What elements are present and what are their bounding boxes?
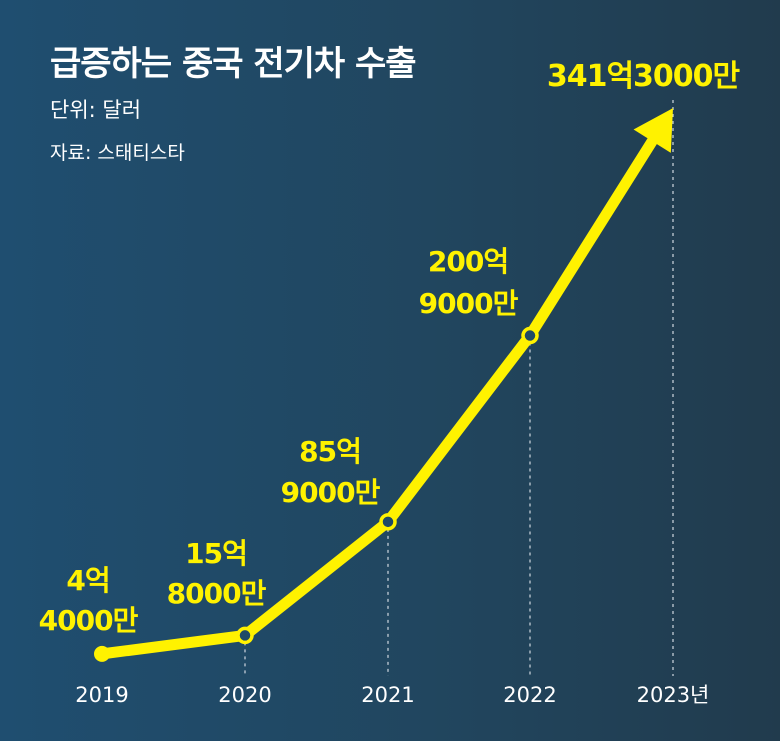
x-tick-label-2020: 2020 — [218, 683, 271, 707]
value-label-2019-line-1: 4억 — [66, 564, 109, 597]
source-note: 자료: 스태티스타 — [50, 142, 185, 164]
chart-header: 급증하는 중국 전기차 수출 단위: 달러 자료: 스태티스타 — [50, 44, 417, 164]
data-point-2021 — [379, 513, 397, 531]
value-label-2023-line-1: 341억3000만 — [547, 59, 741, 94]
data-labels: 4억 4000만 15억 8000만 85억 9000만 200억 9000만 341억3000… — [39, 59, 742, 637]
x-tick-label-2021: 2021 — [361, 683, 414, 707]
arrow-head-marker — [633, 108, 673, 153]
data-point-2022 — [521, 326, 539, 345]
x-tick-label-2023: 2023년 — [637, 683, 710, 707]
value-label-2022-line-1: 200억 — [428, 245, 508, 278]
value-label-2022-line-2: 9000만 — [419, 287, 519, 320]
value-label-2020-line-2: 8000만 — [167, 577, 267, 610]
value-label-2019-line-2: 4000만 — [39, 604, 139, 637]
data-point-2020 — [236, 626, 254, 645]
x-axis-ticks: 2019 2020 2021 2022 2023년 — [75, 683, 709, 707]
x-tick-label-2019: 2019 — [75, 683, 128, 707]
data-points — [94, 326, 539, 662]
data-point-2019 — [94, 645, 110, 662]
value-label-2021-line-1: 85억 — [299, 435, 361, 468]
value-label-2021-line-2: 9000만 — [281, 476, 381, 509]
unit-note: 단위: 달러 — [50, 98, 142, 122]
guide-lines — [244, 100, 674, 676]
x-tick-label-2022: 2022 — [503, 683, 556, 707]
value-label-2020-line-1: 15억 — [185, 537, 247, 570]
chart-title: 급증하는 중국 전기차 수출 — [50, 44, 417, 84]
